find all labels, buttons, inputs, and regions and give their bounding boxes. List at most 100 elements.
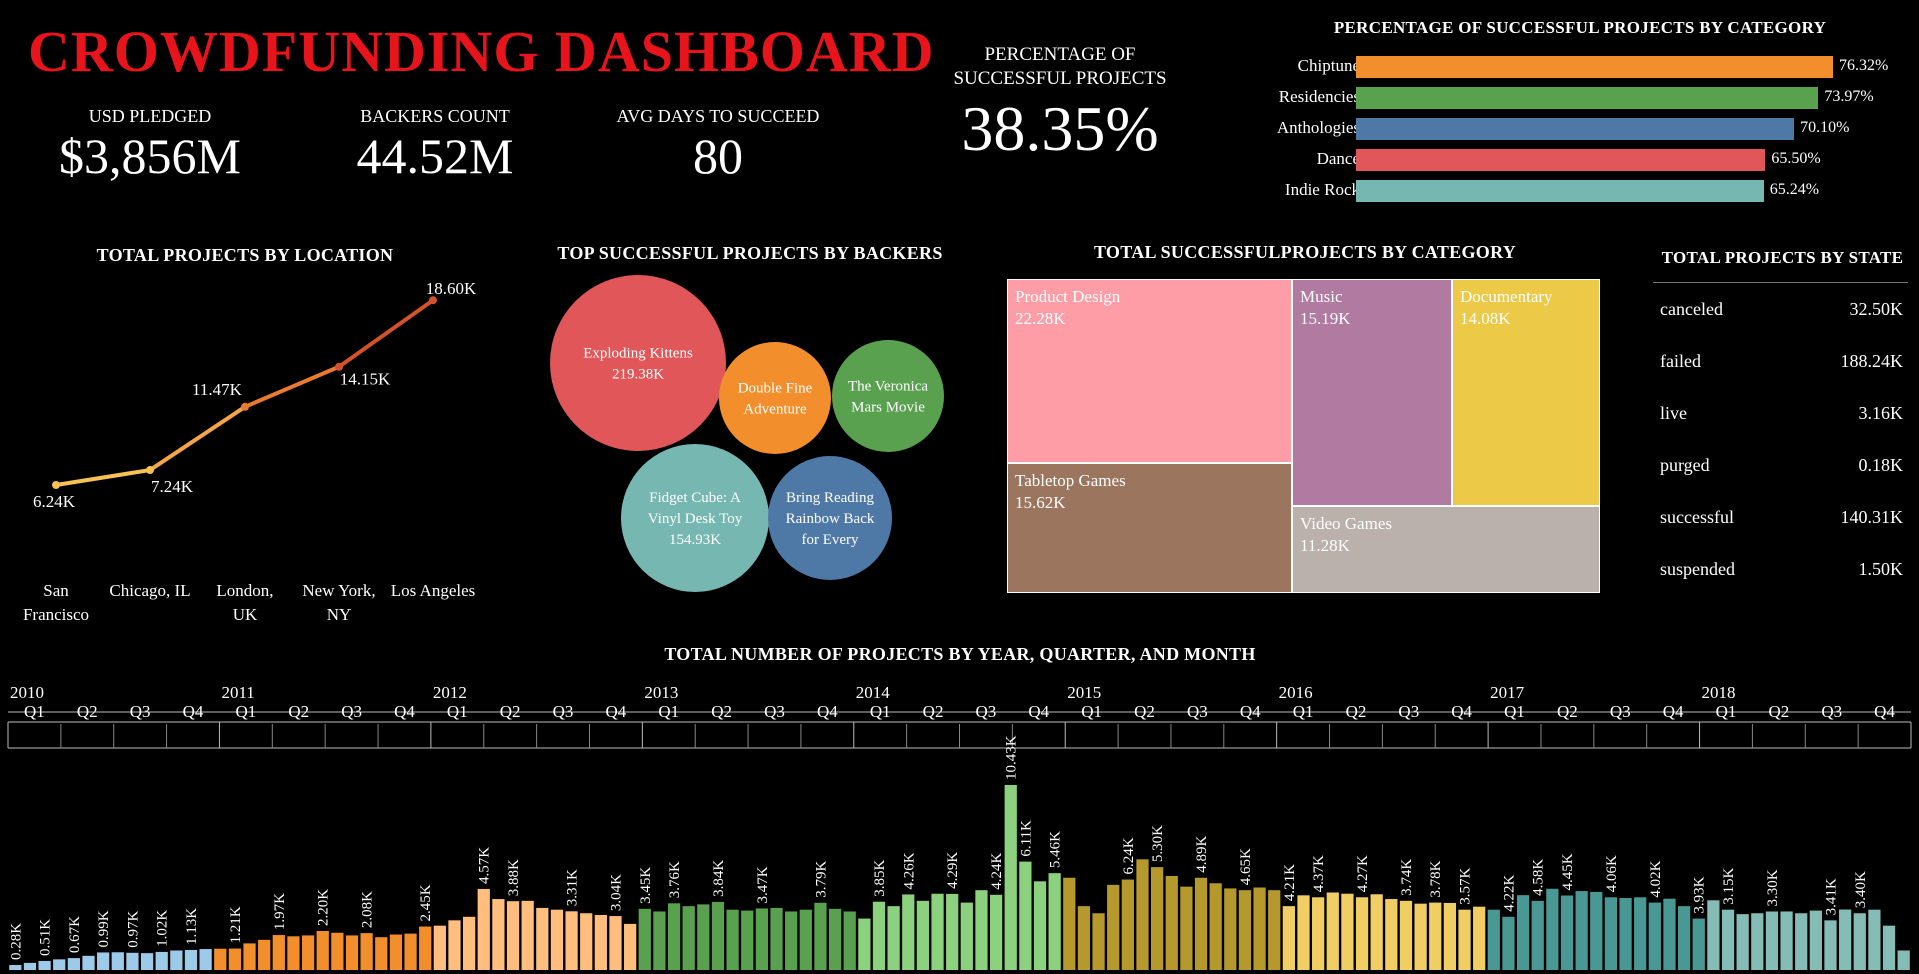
- quarter-label: Q3: [553, 702, 574, 721]
- quarter-label: Q2: [1557, 702, 1578, 721]
- project-bubble: [550, 275, 726, 451]
- month-bar: [1092, 913, 1105, 970]
- month-bar: [184, 949, 198, 970]
- month-bar: [1809, 910, 1822, 970]
- month-bar: [1648, 902, 1661, 970]
- state-value: 1.50K: [1858, 559, 1904, 579]
- month-bar: [1516, 895, 1530, 970]
- quarter-label: Q1: [1716, 702, 1737, 721]
- month-bar: [1443, 902, 1457, 970]
- state-name: purged: [1660, 455, 1710, 475]
- treemap-tile-value: 15.19K: [1300, 309, 1351, 328]
- month-bar: [1282, 906, 1295, 970]
- location-value-label: 11.47K: [192, 380, 243, 399]
- location-category-label: UK: [233, 605, 258, 624]
- state-name: successful: [1660, 507, 1734, 527]
- quarter-label: Q4: [606, 702, 627, 721]
- quarter-label: Q3: [976, 702, 997, 721]
- quarter-label: Q1: [1504, 702, 1525, 721]
- location-line-chart: 6.24K 7.24K 11.47K 14.15K 18.60K San Francisco…: [23, 279, 477, 624]
- quarter-label: Q2: [923, 702, 944, 721]
- month-bar-label: 1.13K: [184, 908, 200, 945]
- month-bar-label: 3.78K: [1428, 860, 1444, 897]
- category-pct-title: PERCENTAGE OF SUCCESSFUL PROJECTS BY CAT…: [1333, 18, 1827, 37]
- month-bar: [1077, 906, 1091, 970]
- project-bubble: [768, 456, 892, 580]
- month-bar: [726, 909, 739, 970]
- month-bar: [667, 903, 681, 970]
- month-bar: [1487, 909, 1500, 970]
- month-bar-label: 3.04K: [608, 874, 624, 911]
- month-bar: [67, 958, 80, 970]
- month-bar: [1458, 909, 1471, 970]
- project-bubble-label: The Veronica: [848, 379, 928, 395]
- location-category-label: Chicago, IL: [109, 581, 190, 600]
- treemap-tile: Product Design 22.28K: [1007, 279, 1292, 463]
- month-bar: [214, 948, 227, 970]
- quarter-label: Q4: [1663, 702, 1684, 721]
- month-bar: [975, 890, 988, 970]
- category-treemap: Product Design 22.28K Tabletop Games 15.62K…: [1007, 279, 1600, 593]
- month-bar-label: 0.67K: [67, 916, 83, 953]
- quarter-label: Q3: [764, 702, 785, 721]
- state-row: suspended 1.50K: [1660, 554, 1905, 584]
- month-bar: [331, 932, 344, 970]
- quarter-label: Q3: [1187, 702, 1208, 721]
- category-bar-label: Dance: [1316, 149, 1360, 168]
- month-bar: [170, 950, 183, 970]
- month-bar: [126, 952, 139, 970]
- success-label-line2: SUCCESSFUL PROJECTS: [953, 68, 1167, 89]
- quarter-label: Q3: [1610, 702, 1631, 721]
- month-bar: [1897, 950, 1910, 970]
- year-label: 2013: [644, 683, 678, 702]
- location-line-segment: [148, 404, 247, 473]
- month-bar: [23, 962, 37, 970]
- location-line-segment: [337, 298, 435, 369]
- month-bar-label: 3.47K: [755, 866, 771, 903]
- month-bar: [1604, 897, 1618, 970]
- bubble-chart: Exploding Kittens 219.38K Double Fine Adven…: [550, 275, 944, 592]
- state-row: failed 188.24K: [1660, 346, 1905, 376]
- quarter-label: Q4: [817, 702, 838, 721]
- location-category-label: Francisco: [23, 605, 89, 624]
- treemap-tile-name: Video Games: [1300, 514, 1392, 533]
- month-bar: [843, 911, 856, 970]
- treemap-tile-value: 11.28K: [1300, 536, 1350, 555]
- category-bar-label: Residencies: [1278, 87, 1360, 106]
- month-bar: [1575, 891, 1588, 970]
- bubble-chart-title: TOP SUCCESSFUL PROJECTS BY BACKERS: [557, 243, 943, 263]
- category-bar-value: 76.32%: [1839, 57, 1889, 74]
- month-bar: [1341, 893, 1354, 970]
- month-bar-label: 3.93K: [1692, 876, 1708, 913]
- month-bar: [521, 900, 534, 970]
- month-bar: [1355, 897, 1369, 970]
- treemap-tile-value: 15.62K: [1015, 493, 1066, 512]
- month-bar: [1370, 894, 1383, 970]
- month-bar: [82, 955, 95, 970]
- location-point: [241, 402, 249, 411]
- treemap-tile: Tabletop Games 15.62K: [1007, 463, 1292, 593]
- quarter-label: Q1: [1293, 702, 1314, 721]
- year-label: 2011: [221, 683, 254, 702]
- month-bar: [1751, 913, 1764, 970]
- month-bar: [814, 902, 827, 970]
- month-bar: [1399, 900, 1413, 970]
- month-bar: [97, 952, 110, 970]
- month-bar: [140, 953, 154, 970]
- category-bar-value: 65.24%: [1769, 181, 1820, 198]
- month-bar: [609, 916, 622, 970]
- month-bar: [301, 935, 315, 970]
- month-bar-label: 4.29K: [945, 852, 961, 889]
- month-bar: [1560, 895, 1574, 970]
- month-bar: [258, 939, 271, 970]
- month-bar: [624, 923, 637, 970]
- month-bar-label: 1.97K: [272, 893, 288, 930]
- month-bar: [799, 909, 812, 970]
- location-chart-title: TOTAL PROJECTS BY LOCATION: [96, 245, 394, 265]
- month-bar: [682, 906, 695, 970]
- project-bubble-label: for Every: [801, 532, 859, 548]
- quarter-label: Q1: [1081, 702, 1102, 721]
- month-bar-label: 5.46K: [1048, 831, 1064, 868]
- location-point: [429, 296, 437, 305]
- state-row: canceled 32.50K: [1660, 294, 1905, 324]
